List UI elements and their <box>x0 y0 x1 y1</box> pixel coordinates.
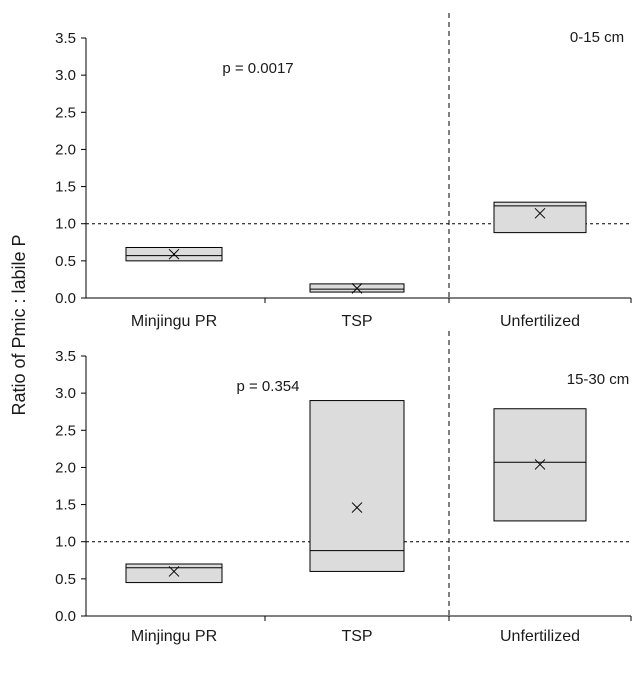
y-tick-label: 1.5 <box>55 497 76 514</box>
mean-marker <box>351 502 363 513</box>
p-value-label: p = 0.354 <box>237 378 300 395</box>
y-tick-label: 3.0 <box>55 385 76 402</box>
y-tick-label: 0.0 <box>55 608 76 625</box>
depth-label: 15-30 cm <box>567 371 630 388</box>
y-tick-label: 1.0 <box>55 534 76 551</box>
p-value-label: p = 0.0017 <box>222 60 293 77</box>
mean-marker <box>534 459 546 470</box>
depth-label: 0-15 cm <box>570 29 624 46</box>
y-tick-label: 2.5 <box>55 422 76 439</box>
x-category-label: TSP <box>341 628 372 645</box>
mean-marker <box>351 282 363 294</box>
box-1 <box>125 563 223 584</box>
y-tick-label: 3.5 <box>55 348 76 365</box>
y-tick-label: 3.5 <box>55 30 76 47</box>
box-3 <box>493 201 587 234</box>
x-category-label: Minjingu PR <box>131 313 217 330</box>
y-tick-label: 0.0 <box>55 290 76 307</box>
panel-2: 0.0 0.5 1.0 1.5 2.0 2.5 3.0 3.5 Minjingu PR TSP Un… <box>55 331 632 645</box>
mean-marker <box>534 207 546 219</box>
y-tick-label: 1.5 <box>55 179 76 196</box>
y-tick-label: 0.5 <box>55 571 76 588</box>
y-tick-label: 2.0 <box>55 141 76 158</box>
mean-marker <box>168 566 180 577</box>
y-tick-label: 3.0 <box>55 67 76 84</box>
y-axis-label: Ratio of Pmic : labile P <box>9 234 29 415</box>
y-tick-label: 0.5 <box>55 253 76 270</box>
mean-marker <box>168 248 180 260</box>
y-tick-label: 2.0 <box>55 459 76 476</box>
y-tick-label: 2.5 <box>55 104 76 121</box>
x-category-label: Unfertilized <box>500 313 580 330</box>
x-category-label: Minjingu PR <box>131 628 217 645</box>
x-category-label: TSP <box>341 313 372 330</box>
x-category-label: Unfertilized <box>500 628 580 645</box>
y-tick-label: 1.0 <box>55 216 76 233</box>
panel-1: 0.0 0.5 1.0 1.5 2.0 2.5 3.0 3.5 Minjingu PR TSP Un… <box>55 13 632 330</box>
box-2 <box>309 400 405 572</box>
